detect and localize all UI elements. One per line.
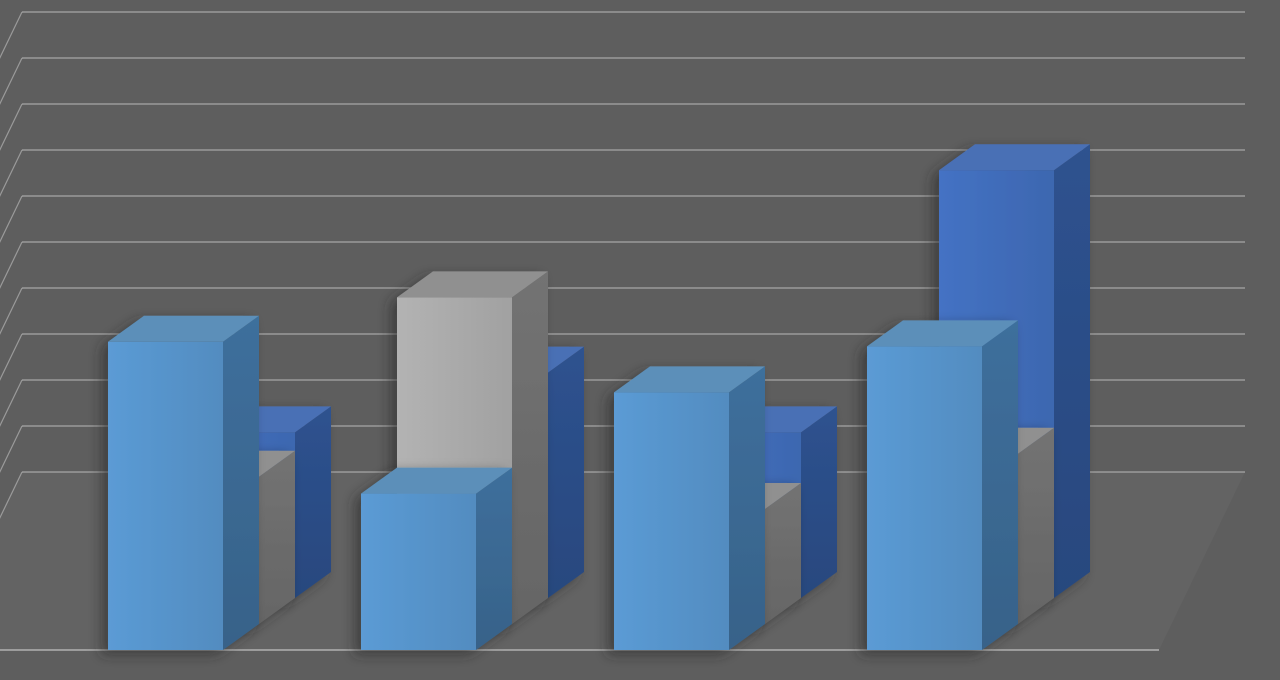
bar-side-face xyxy=(259,450,295,624)
bar-3-4[interactable] xyxy=(867,320,1018,650)
bar-3-3[interactable] xyxy=(614,366,765,650)
gridline-depth-diagonal xyxy=(0,149,23,197)
gridline-depth-diagonal xyxy=(0,57,23,105)
bar-top-face xyxy=(397,271,548,298)
bar-3-1[interactable] xyxy=(108,315,259,650)
bar-side-face xyxy=(1054,144,1090,598)
gridline-depth-diagonal xyxy=(0,425,23,473)
bar-side-face xyxy=(982,320,1018,650)
bar-side-face xyxy=(223,315,259,650)
bar-side-face xyxy=(729,366,765,650)
bar-top-face xyxy=(108,315,259,342)
bar-side-face xyxy=(512,271,548,624)
gridline-depth-diagonal xyxy=(0,195,23,243)
bar-side-face xyxy=(801,406,837,598)
bar-top-face xyxy=(939,144,1090,171)
gridline-depth-diagonal xyxy=(0,103,23,151)
bar-side-face xyxy=(476,467,512,650)
bar-top-face xyxy=(614,366,765,393)
bar-side-face xyxy=(1018,427,1054,624)
bar-front-face xyxy=(867,346,982,650)
gridline-depth-diagonal xyxy=(0,241,23,289)
bar-side-face xyxy=(295,406,331,598)
bar-front-face xyxy=(614,392,729,650)
bar-side-face xyxy=(548,346,584,598)
gridline-depth-diagonal xyxy=(0,11,23,59)
gridline-depth-diagonal xyxy=(0,471,23,519)
bar-top-face xyxy=(361,467,512,494)
gridline-depth-diagonal xyxy=(0,287,23,335)
gridline-depth-diagonal xyxy=(0,379,23,427)
bar-3-2[interactable] xyxy=(361,467,512,650)
bar-side-face xyxy=(765,483,801,624)
bar-top-face xyxy=(867,320,1018,347)
bar-front-face xyxy=(361,493,476,650)
gridline-depth-diagonal xyxy=(0,333,23,381)
bar-front-face xyxy=(108,341,223,650)
